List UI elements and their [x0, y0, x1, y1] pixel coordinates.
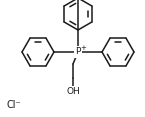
Text: Cl⁻: Cl⁻	[7, 100, 21, 110]
Text: OH: OH	[66, 88, 80, 97]
Text: P: P	[75, 48, 81, 57]
Text: +: +	[81, 44, 86, 51]
